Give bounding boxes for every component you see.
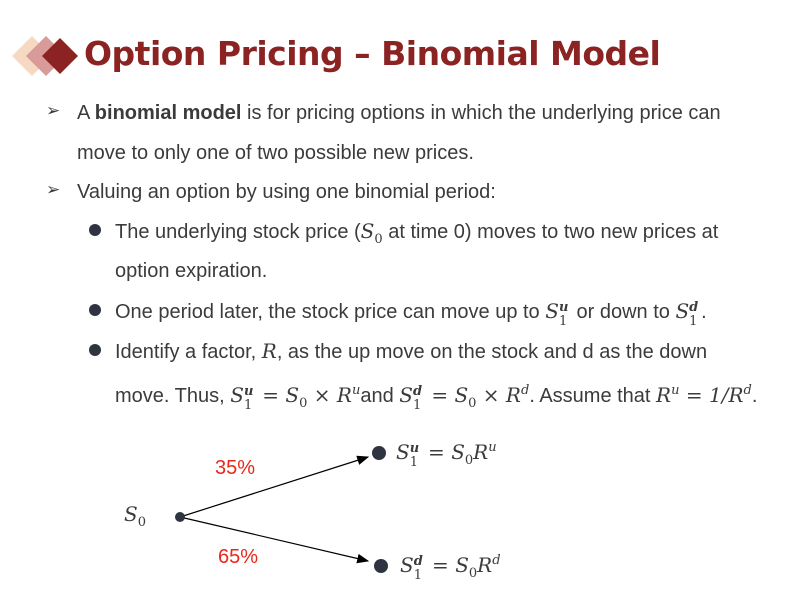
diamond-logo-icon <box>12 36 78 76</box>
up-probability: 35% <box>215 457 256 479</box>
bullet-1-line-1: A binomial model is for pricing options … <box>77 102 721 124</box>
sub-bullet-1-line-1: The underlying stock price (S0 at time 0… <box>115 219 719 247</box>
round-bullet-icon <box>89 304 101 316</box>
arrow-bullet-icon: ➢ <box>46 180 61 199</box>
arrow-bullet-icon: ➢ <box>46 101 61 120</box>
round-bullet-icon <box>89 224 101 236</box>
bullet-2: Valuing an option by using one binomial … <box>77 181 496 203</box>
sub-bullet-2: One period later, the stock price can mo… <box>115 299 707 329</box>
sub-bullet-1-line-2: option expiration. <box>115 260 268 282</box>
page-title: Option Pricing – Binomial Model <box>84 34 661 73</box>
round-bullet-icon <box>89 344 101 356</box>
down-probability: 65% <box>218 546 259 568</box>
start-label: S0 <box>124 502 146 530</box>
bullet-1-line-2: move to only one of two possible new pri… <box>77 142 474 164</box>
bold-term: binomial model <box>94 102 242 124</box>
down-node <box>374 559 388 573</box>
start-node <box>175 512 185 522</box>
up-node <box>372 446 386 460</box>
up-branch-arrow <box>179 455 370 518</box>
down-branch-arrow <box>179 516 370 564</box>
sub-bullet-3-line-1: Identify a factor, R, as the up move on … <box>115 339 708 363</box>
